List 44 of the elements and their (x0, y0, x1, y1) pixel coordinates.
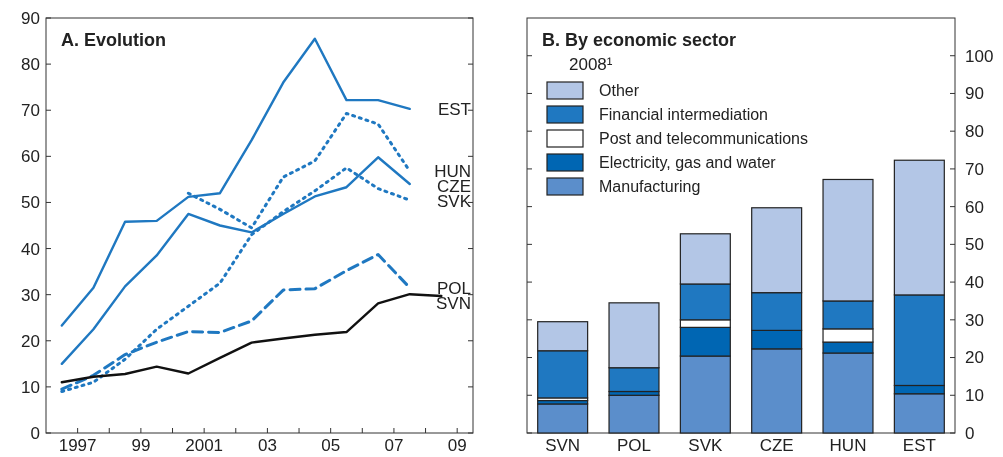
y-tick-label: 20 (965, 348, 984, 368)
legend-label: Post and telecommunications (599, 129, 808, 147)
x-tick-label: SVK (688, 436, 723, 455)
y-tick-label: 10 (21, 377, 40, 397)
x-tick-label: 09 (447, 436, 467, 455)
y-tick-label: 20 (21, 331, 40, 351)
x-tick-label: EST (902, 436, 936, 455)
x-tick-label: 1997 (58, 436, 97, 455)
y-tick-label: 30 (21, 285, 40, 305)
legend-label: Electricity, gas and water (599, 153, 777, 171)
x-tick-label: 2001 (185, 436, 224, 455)
y-tick-label: 100 (965, 46, 994, 66)
x-tick-label: POL (616, 436, 652, 455)
y-tick-label: 70 (965, 159, 984, 179)
legend-label: Financial intermediation (599, 105, 768, 123)
x-tick-label: CZE (759, 436, 794, 455)
y-tick-label: 0 (30, 423, 40, 443)
y-tick-label: 60 (21, 147, 40, 167)
y-tick-label: 60 (965, 197, 984, 217)
y-tick-label: 30 (965, 310, 984, 330)
y-tick-label: 50 (965, 235, 984, 255)
text: B. By economic sector (542, 30, 737, 50)
y-tick-label: 0 (965, 423, 975, 443)
x-tick-label: 99 (131, 436, 151, 455)
x-tick-label: 07 (384, 436, 404, 455)
x-tick-label: HUN (829, 436, 867, 455)
y-tick-label: 90 (21, 8, 40, 28)
y-tick-label: 40 (965, 273, 984, 293)
y-tick-label: 70 (21, 101, 40, 121)
text: A. Evolution (61, 30, 166, 50)
x-tick-label: 03 (257, 436, 277, 455)
y-tick-label: 40 (21, 239, 40, 259)
y-tick-label: 50 (21, 193, 40, 213)
legend-label: Other (599, 81, 640, 99)
y-tick-label: 90 (965, 84, 984, 104)
x-tick-label: 05 (321, 436, 341, 455)
y-tick-label: 80 (965, 122, 984, 142)
series-label: EST (437, 99, 471, 119)
text: 2008¹ (569, 55, 613, 74)
legend-label: Manufacturing (599, 177, 701, 195)
x-tick-label: SVN (545, 436, 581, 455)
y-tick-label: 10 (965, 386, 984, 406)
y-tick-label: 80 (21, 55, 40, 75)
series-label: SVK (436, 192, 472, 212)
